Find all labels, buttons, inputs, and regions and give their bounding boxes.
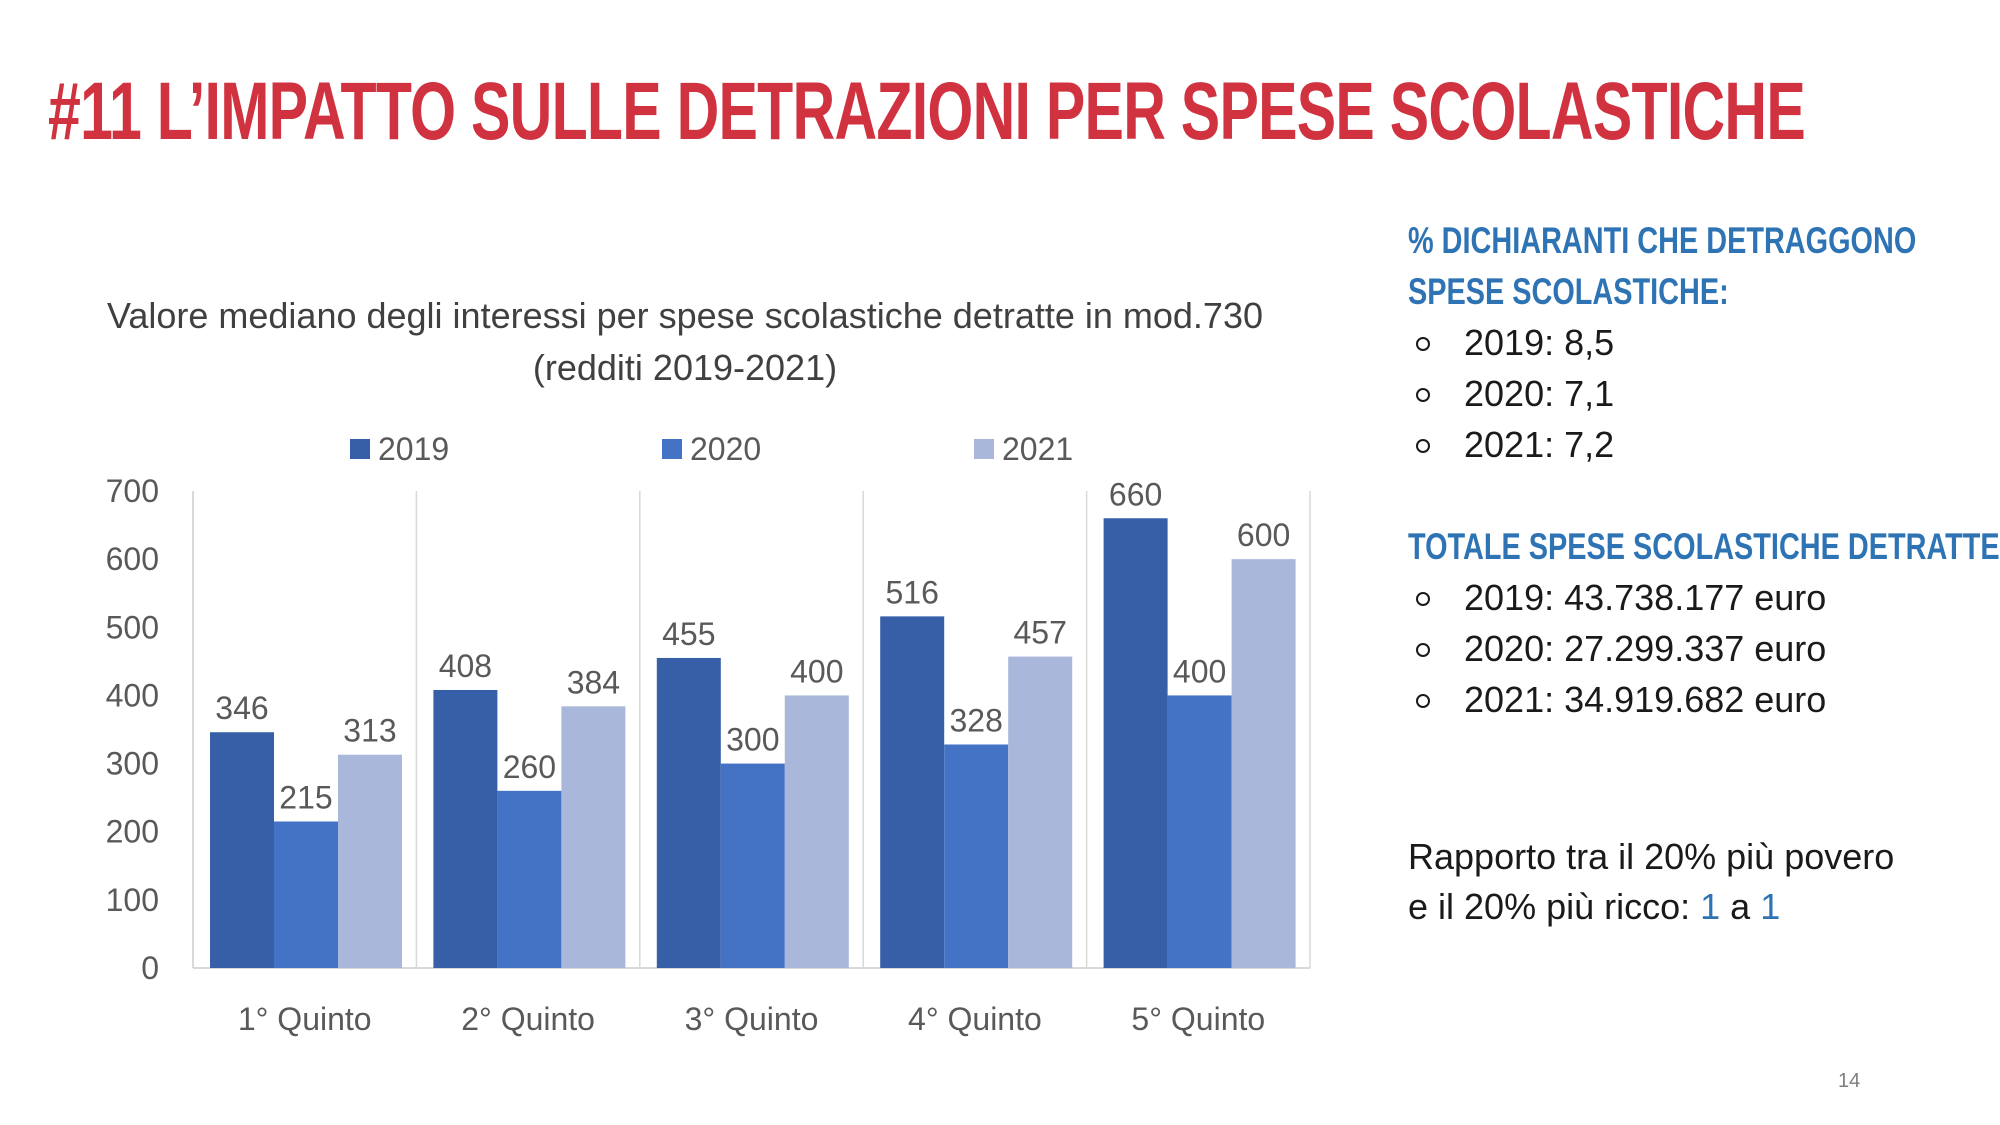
total-list: 2019: 43.738.177 euro 2020: 27.299.337 e… (1408, 572, 1968, 725)
ratio-prefix: e il 20% più ricco: (1408, 886, 1701, 927)
slide-title: #11 L’IMPATTO SULLE DETRAZIONI PER SPESE… (48, 66, 1806, 157)
total-item: 2019: 43.738.177 euro (1408, 572, 1968, 623)
data-label: 457 (1014, 615, 1067, 651)
right-panel: % DICHIARANTI CHE DETRAGGONO SPESE SCOLA… (1408, 215, 2000, 932)
data-label: 328 (950, 702, 1003, 738)
total-item-text: 2021: 34.919.682 euro (1464, 679, 1827, 720)
bar-2020 (944, 744, 1009, 968)
ratio-text: Rapporto tra il 20% più povero e il 20% … (1408, 832, 1968, 932)
pct-declarants-heading: % DICHIARANTI CHE DETRAGGONO SPESE SCOLA… (1408, 215, 1917, 317)
data-label: 384 (567, 664, 620, 700)
x-tick-label: 2° Quinto (461, 1001, 595, 1037)
circle-bullet-icon (1416, 694, 1430, 708)
circle-bullet-icon (1416, 388, 1430, 402)
circle-bullet-icon (1416, 337, 1430, 351)
data-label: 313 (343, 713, 396, 749)
y-tick-label: 200 (106, 814, 159, 850)
y-tick-label: 500 (106, 609, 159, 645)
bar-2019 (433, 689, 498, 968)
pct-item: 2019: 8,5 (1408, 317, 1968, 368)
chart-title-line-2: (redditi 2019-2021) (532, 347, 838, 388)
data-label: 408 (439, 648, 492, 684)
pct-item-text: 2021: 7,2 (1464, 424, 1615, 465)
bar-2020 (720, 763, 785, 968)
ratio-value-b: 1 (1760, 886, 1781, 927)
pct-item: 2020: 7,1 (1408, 368, 1968, 419)
bar-2019 (656, 657, 721, 968)
total-item-text: 2020: 27.299.337 euro (1464, 628, 1827, 669)
y-tick-label: 600 (106, 541, 159, 577)
pct-item-text: 2020: 7,1 (1464, 373, 1615, 414)
data-label: 660 (1109, 476, 1162, 512)
pct-list: 2019: 8,5 2020: 7,1 2021: 7,2 (1408, 317, 1968, 470)
y-tick-label: 700 (106, 473, 159, 509)
x-tick-label: 1° Quinto (238, 1001, 372, 1037)
bar-2021 (784, 695, 849, 968)
pct-item: 2021: 7,2 (1408, 419, 1968, 470)
bar-2021 (1231, 559, 1296, 968)
x-tick-label: 3° Quinto (685, 1001, 819, 1037)
data-label: 400 (790, 653, 843, 689)
page-number: 14 (1838, 1070, 1861, 1092)
bar-2019 (880, 616, 945, 968)
legend-label: 2019 (378, 431, 449, 467)
data-label: 260 (503, 749, 556, 785)
ratio-line-1: Rapporto tra il 20% più povero (1408, 836, 1895, 877)
pct-heading-line-1: % DICHIARANTI CHE DETRAGGONO (1408, 220, 1917, 261)
circle-bullet-icon (1416, 592, 1430, 606)
bar-2021 (338, 754, 402, 968)
circle-bullet-icon (1416, 439, 1430, 453)
data-label: 600 (1237, 517, 1290, 553)
data-label: 215 (279, 779, 332, 815)
bar-2020 (497, 790, 562, 968)
legend-swatch-2019 (350, 439, 370, 459)
pct-heading-line-2: SPESE SCOLASTICHE: (1408, 271, 1729, 312)
bar-2019 (210, 732, 274, 968)
data-label: 455 (662, 616, 715, 652)
bar-2019 (1103, 518, 1168, 968)
total-item-text: 2019: 43.738.177 euro (1464, 577, 1827, 618)
pct-item-text: 2019: 8,5 (1464, 322, 1615, 363)
bar-chart: 0 100 200 300 400 500 600 700 346 215 313 1° Quinto… (106, 431, 1311, 1037)
total-item: 2021: 34.919.682 euro (1408, 674, 1968, 725)
chart-title-line-1: Valore mediano degli interessi per spese… (107, 295, 1263, 336)
data-label: 346 (215, 690, 268, 726)
ratio-line-2: e il 20% più ricco: 1 a 1 (1408, 882, 1968, 932)
bar-2020 (274, 821, 338, 968)
legend-label: 2021 (1002, 431, 1073, 467)
y-tick-label: 400 (106, 677, 159, 713)
bar-2021 (1008, 656, 1073, 968)
circle-bullet-icon (1416, 643, 1430, 657)
chart-title: Valore mediano degli interessi per spese… (60, 290, 1310, 394)
legend-swatch-2021 (974, 439, 994, 459)
bar-2021 (561, 706, 626, 968)
data-label: 400 (1173, 653, 1226, 689)
bar-2020 (1167, 695, 1232, 968)
ratio-connector: a (1720, 886, 1761, 927)
data-label: 516 (886, 574, 939, 610)
legend-swatch-2020 (662, 439, 682, 459)
y-tick-label: 0 (141, 950, 159, 986)
y-tick-label: 100 (106, 882, 159, 918)
y-tick-label: 300 (106, 746, 159, 782)
ratio-value-a: 1 (1700, 886, 1721, 927)
x-tick-label: 4° Quinto (908, 1001, 1042, 1037)
legend-label: 2020 (690, 431, 761, 467)
total-item: 2020: 27.299.337 euro (1408, 623, 1968, 674)
data-label: 300 (726, 722, 779, 758)
x-tick-label: 5° Quinto (1131, 1001, 1265, 1037)
total-expenses-heading: TOTALE SPESE SCOLASTICHE DETRATTE: (1408, 526, 2000, 567)
